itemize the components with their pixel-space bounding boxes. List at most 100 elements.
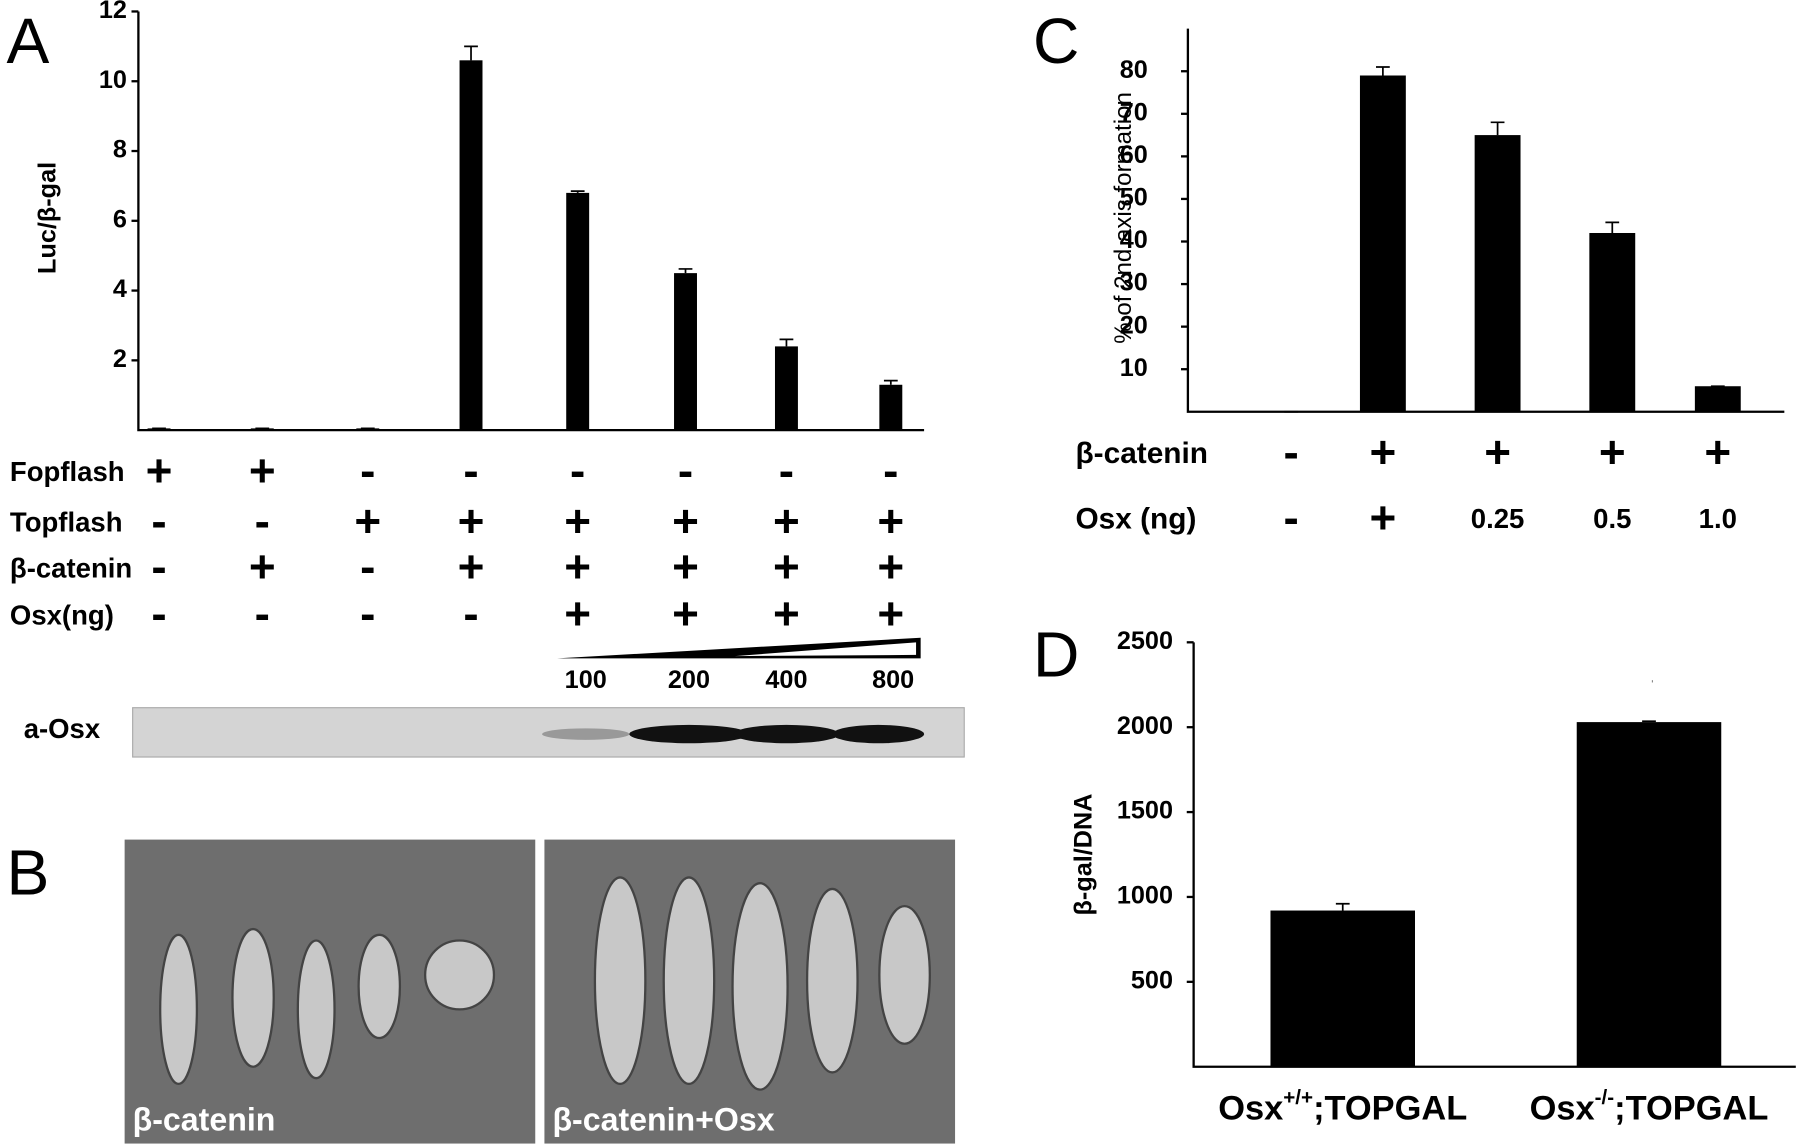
condition-cell: +	[877, 587, 904, 639]
error-bar	[1335, 902, 1350, 911]
condition-cell: +	[146, 444, 173, 496]
condition-cell: +	[458, 540, 485, 592]
condition-cell: -	[883, 444, 898, 496]
condition-cell: +	[773, 587, 800, 639]
condition-cell: +	[877, 540, 904, 592]
y-tick-label: 30	[1120, 269, 1148, 297]
condition-cell: +	[1704, 425, 1731, 477]
bar	[459, 60, 483, 431]
error-bar	[464, 45, 478, 61]
condition-cell: -	[678, 444, 693, 496]
category-rest: ;TOPGAL	[1313, 1089, 1467, 1127]
y-axis-label: % of 2nd axis formation	[1110, 92, 1137, 344]
condition-cell: +	[1599, 425, 1626, 477]
condition-cell: +	[249, 444, 276, 496]
dose-label: 400	[765, 666, 807, 694]
blot-band	[542, 728, 630, 740]
error-bar	[678, 268, 693, 274]
condition-label: Topflash	[10, 506, 123, 537]
condition-cell: +	[672, 494, 699, 546]
embryos	[159, 876, 931, 1091]
y-axis-label: Luc/β-gal	[34, 162, 62, 274]
condition-cell: +	[672, 540, 699, 592]
condition-cell: +	[354, 494, 381, 546]
y-tick-label: 2500	[1117, 627, 1173, 655]
condition-cell: +	[1369, 425, 1396, 477]
condition-cell: 0.25	[1471, 503, 1525, 534]
panel-label: C	[1033, 5, 1079, 77]
bar	[147, 428, 171, 431]
error-bar	[779, 338, 794, 347]
bar	[356, 428, 380, 431]
dose-label: 200	[668, 666, 710, 694]
condition-cell: +	[773, 540, 800, 592]
y-tick-label: 50	[1120, 184, 1148, 212]
blot-label: a-Osx	[24, 713, 101, 744]
panel-label: D	[1033, 618, 1079, 690]
y-tick-label: 1000	[1117, 882, 1173, 910]
condition-cell: +	[1369, 491, 1396, 543]
bar	[1576, 722, 1722, 1067]
y-tick-label: 6	[113, 205, 127, 233]
blot-band	[832, 724, 925, 744]
condition-cell: +	[458, 494, 485, 546]
y-tick-label: 8	[113, 136, 127, 164]
x-tick-label: Osx-/-;TOPGAL	[1530, 1086, 1769, 1127]
condition-cell: +	[672, 587, 699, 639]
condition-cell: +	[249, 540, 276, 592]
condition-label: Fopflash	[10, 456, 125, 487]
condition-cell: +	[877, 494, 904, 546]
error-bar	[1376, 66, 1390, 76]
bar	[1359, 75, 1406, 412]
condition-label: Osx(ng)	[10, 599, 114, 630]
blot-band	[733, 724, 840, 744]
image-caption: β-catenin+Osx	[552, 1101, 774, 1137]
condition-cell: -	[255, 494, 270, 546]
y-tick-label: 70	[1120, 98, 1148, 126]
y-tick-label: 500	[1131, 967, 1173, 995]
bar	[250, 428, 274, 431]
x-tick-label: Osx+/+;TOPGAL	[1218, 1086, 1467, 1127]
bar	[774, 346, 798, 431]
bar	[1694, 386, 1741, 412]
category-rest: ;TOPGAL	[1614, 1089, 1768, 1127]
dose-label: 800	[872, 666, 914, 694]
axis	[137, 11, 925, 432]
bar	[674, 273, 697, 431]
error-bar	[1605, 221, 1620, 233]
blot-band	[629, 724, 749, 744]
bar	[1589, 232, 1636, 412]
condition-label: β-catenin	[10, 552, 132, 583]
condition-cell: -	[255, 587, 270, 639]
bar	[1474, 135, 1521, 412]
condition-cell: 0.5	[1593, 503, 1631, 534]
bar	[1270, 910, 1416, 1067]
category-sup: +/+	[1283, 1086, 1313, 1109]
y-tick-label: 2	[113, 345, 127, 373]
error-bar	[1490, 121, 1505, 136]
y-tick-label: 80	[1120, 56, 1148, 84]
condition-cell: -	[151, 494, 166, 546]
panel-label: A	[6, 5, 49, 77]
y-tick-label: 1500	[1117, 797, 1173, 825]
condition-cell: -	[151, 540, 166, 592]
condition-cell: -	[570, 444, 585, 496]
y-tick-label: 20	[1120, 311, 1148, 339]
condition-cell: +	[1484, 425, 1511, 477]
error-bar	[1642, 720, 1656, 723]
category-base: Osx	[1530, 1089, 1595, 1127]
condition-cell: +	[564, 494, 591, 546]
bar	[566, 192, 590, 431]
y-tick-label: 10	[1120, 354, 1148, 382]
condition-cell: -	[463, 444, 478, 496]
panel-label: B	[6, 836, 49, 908]
condition-cell: +	[564, 540, 591, 592]
condition-cell: +	[773, 494, 800, 546]
condition-cell: -	[360, 540, 375, 592]
dose-label: 100	[565, 666, 607, 694]
condition-label: β-catenin	[1075, 437, 1208, 470]
condition-cell: -	[360, 444, 375, 496]
condition-cell: +	[564, 587, 591, 639]
